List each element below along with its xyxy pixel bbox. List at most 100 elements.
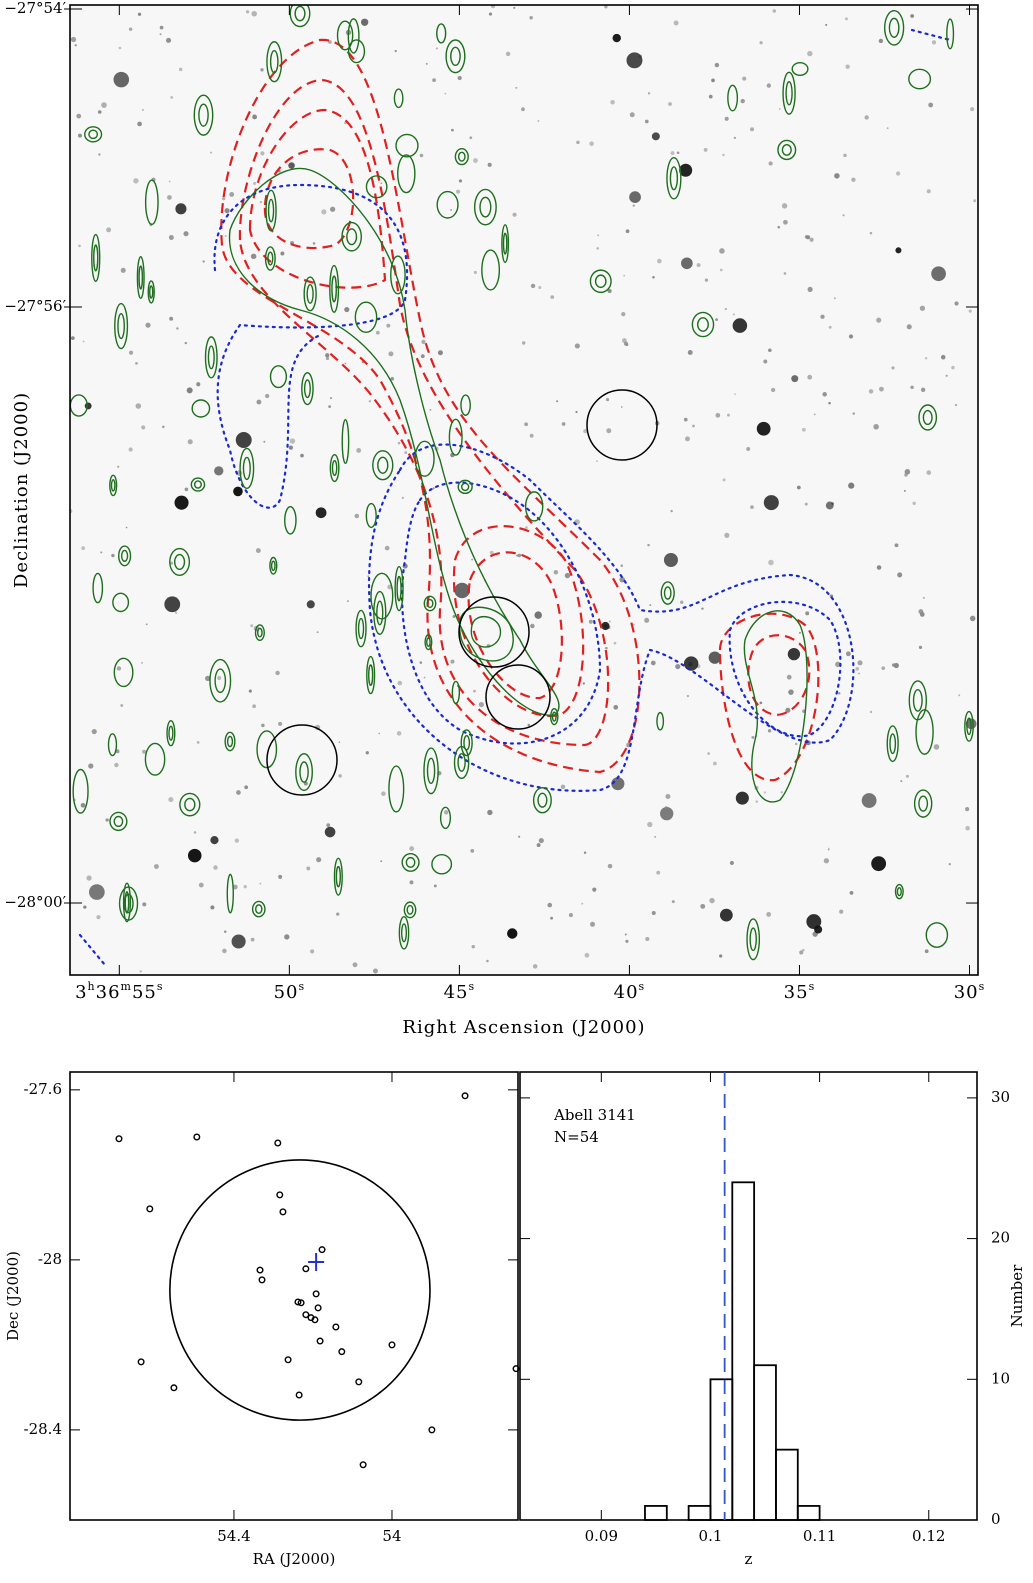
star: [755, 800, 759, 803]
star: [802, 948, 805, 952]
contour-blob: [91, 233, 101, 282]
star: [647, 543, 650, 547]
star: [316, 857, 322, 863]
star: [537, 120, 540, 122]
star: [538, 285, 542, 289]
contour-blob: [306, 283, 314, 304]
plot-frame: [69, 1071, 519, 1521]
xray-contour: [213, 183, 408, 509]
star: [82, 340, 85, 343]
star: [781, 203, 788, 209]
star: [835, 661, 841, 668]
star: [794, 742, 798, 746]
star: [807, 374, 813, 380]
star: [649, 604, 652, 607]
star: [848, 482, 855, 489]
star: [696, 263, 701, 267]
galaxy-point: [388, 1341, 396, 1349]
star: [325, 356, 330, 361]
contour-blob: [396, 575, 402, 602]
star: [561, 422, 566, 426]
star: [78, 244, 81, 248]
annotation: N=54: [554, 1128, 599, 1146]
contour-blob: [746, 918, 761, 961]
star: [137, 121, 142, 127]
contour-blob: [113, 815, 124, 828]
star: [515, 86, 518, 89]
radio-contour-high-res: [470, 616, 502, 648]
x-axis-label: RA (J2000): [253, 1550, 336, 1568]
contour-blob: [207, 345, 215, 370]
xray-contour: [78, 28, 952, 967]
star: [623, 274, 626, 277]
star: [645, 936, 650, 942]
star: [396, 731, 402, 736]
star: [117, 465, 120, 468]
star: [289, 438, 296, 444]
plot-frame: [69, 4, 979, 976]
star: [210, 836, 219, 845]
star: [259, 882, 262, 885]
star: [547, 902, 553, 908]
star: [704, 278, 709, 282]
star: [564, 572, 571, 579]
galaxy-point: [311, 1316, 319, 1324]
contour-blob: [184, 797, 196, 812]
star: [529, 15, 533, 20]
star: [252, 704, 256, 709]
star: [521, 107, 525, 112]
star: [550, 916, 554, 920]
star: [928, 102, 934, 108]
star: [165, 37, 172, 43]
star: [432, 78, 437, 83]
star: [624, 933, 627, 936]
star: [919, 305, 926, 311]
star: [683, 656, 699, 671]
contour-blob: [368, 664, 374, 686]
galaxy-point: [314, 1304, 322, 1312]
star: [401, 496, 405, 500]
star: [613, 641, 617, 645]
star: [823, 858, 830, 864]
star: [766, 83, 771, 88]
contour-blob: [457, 752, 466, 772]
star: [715, 318, 718, 321]
star: [756, 421, 771, 436]
contour-blob: [179, 792, 201, 817]
contour-blob: [782, 71, 796, 115]
star: [660, 806, 674, 821]
contour-blob: [397, 154, 416, 194]
star: [264, 393, 270, 399]
star: [338, 774, 342, 778]
galaxy-point: [461, 1092, 469, 1100]
contour-blob: [663, 586, 672, 600]
star: [673, 20, 679, 26]
star: [742, 76, 747, 81]
contour-blob: [922, 409, 933, 426]
star: [759, 701, 763, 705]
contour-blob: [403, 901, 417, 919]
contour-blob: [267, 251, 274, 266]
sky-background: [70, 5, 978, 975]
star: [250, 937, 255, 942]
radio-contour-high-res: [743, 610, 808, 803]
contour-blob: [448, 418, 463, 456]
star: [70, 36, 77, 43]
star: [530, 283, 536, 289]
star: [167, 195, 172, 200]
contour-blob: [460, 729, 473, 757]
radio-contour: [718, 612, 820, 782]
star: [852, 412, 855, 415]
star: [596, 247, 599, 250]
star: [450, 659, 455, 664]
contour-blob: [269, 365, 288, 389]
star: [620, 564, 623, 567]
star: [857, 660, 863, 666]
center-cross: [308, 1253, 325, 1271]
star: [142, 749, 147, 754]
contour-blob: [423, 595, 437, 612]
star: [306, 600, 315, 609]
contour-blob: [414, 440, 435, 477]
contour-blob: [209, 658, 232, 703]
star: [159, 25, 164, 30]
